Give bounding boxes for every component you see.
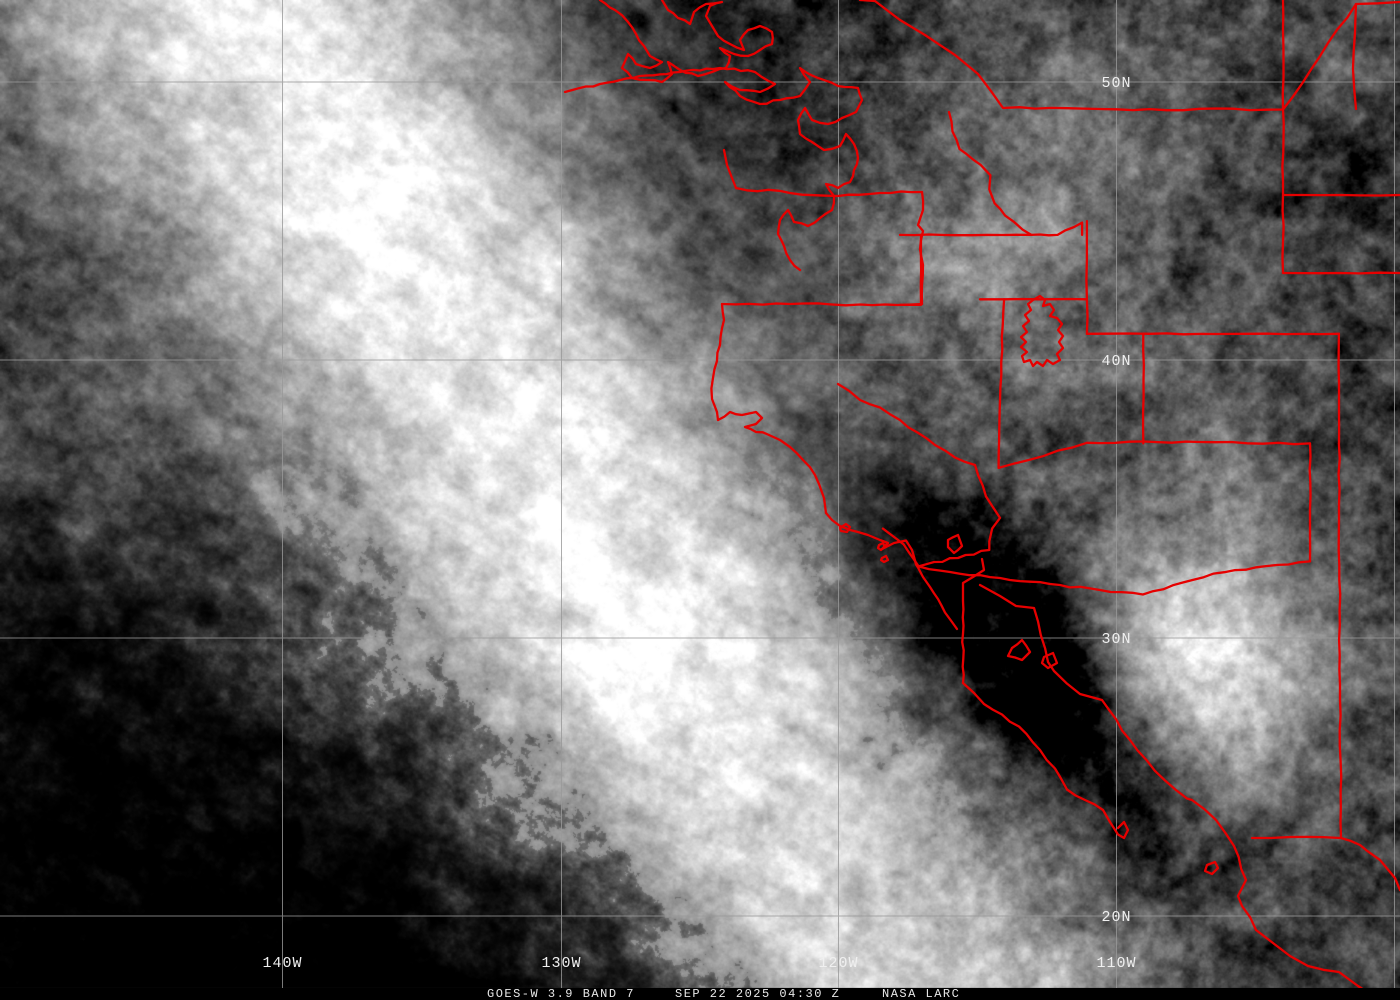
svg-text:40N: 40N: [1101, 353, 1131, 370]
svg-text:110W: 110W: [1096, 955, 1136, 972]
svg-text:120W: 120W: [818, 955, 858, 972]
svg-text:30N: 30N: [1101, 631, 1131, 648]
svg-text:50N: 50N: [1101, 75, 1131, 92]
svg-text:130W: 130W: [541, 955, 581, 972]
svg-text:140W: 140W: [262, 955, 302, 972]
svg-text:20N: 20N: [1101, 909, 1131, 926]
